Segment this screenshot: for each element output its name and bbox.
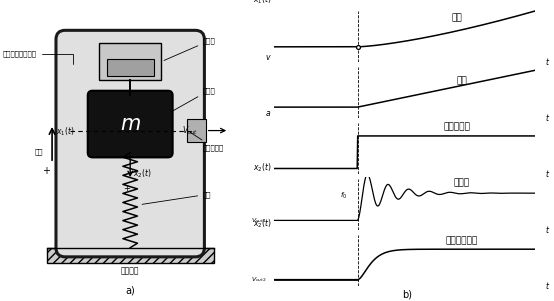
Text: $x_2(t)$: $x_2(t)$ — [253, 218, 271, 230]
Bar — [99, 43, 161, 80]
Text: 欠阻尼: 欠阻尼 — [454, 178, 470, 187]
FancyBboxPatch shape — [88, 91, 173, 157]
Text: 活动平台: 活动平台 — [121, 267, 140, 276]
Text: b): b) — [402, 290, 412, 300]
Text: $f_0$: $f_0$ — [340, 191, 347, 201]
Text: $t$: $t$ — [545, 56, 550, 67]
Text: $x_2(t)$: $x_2(t)$ — [133, 167, 151, 180]
Text: $x_1(t)$: $x_1(t)$ — [253, 0, 271, 6]
Text: a): a) — [125, 285, 135, 296]
Text: $V_{out2}$: $V_{out2}$ — [250, 275, 266, 284]
Text: $m$: $m$ — [120, 114, 141, 134]
Text: $t_{start}$: $t_{start}$ — [350, 66, 365, 75]
Text: 偏移: 偏移 — [451, 14, 462, 23]
Text: 边界临界阻尼: 边界临界阻尼 — [445, 236, 478, 245]
Text: 速度: 速度 — [456, 76, 467, 85]
Text: $x_1(t)$: $x_1(t)$ — [56, 126, 75, 138]
Text: $v$: $v$ — [265, 53, 271, 62]
FancyBboxPatch shape — [56, 30, 204, 257]
Text: 阻尼器: 阻尼器 — [164, 37, 216, 61]
Text: 位移传感器: 位移传感器 — [190, 132, 224, 151]
Text: $t$: $t$ — [545, 168, 550, 179]
Text: 弹簧: 弹簧 — [142, 191, 212, 204]
Text: 加速度传感器外壳: 加速度传感器外壳 — [3, 51, 73, 64]
Text: $t$: $t$ — [545, 281, 550, 291]
Bar — [107, 59, 153, 76]
Text: $t$: $t$ — [545, 112, 550, 123]
Bar — [187, 119, 206, 142]
Text: +: + — [42, 166, 49, 176]
Text: $V_{out}$: $V_{out}$ — [182, 124, 198, 137]
Text: $t$: $t$ — [545, 224, 550, 235]
Text: $V_{out1}$: $V_{out1}$ — [250, 216, 266, 225]
Text: $a$: $a$ — [265, 109, 271, 118]
Text: 质量块: 质量块 — [171, 87, 216, 112]
Bar — [47, 248, 213, 263]
Text: 真实加速度: 真实加速度 — [443, 123, 470, 132]
Text: 输入: 输入 — [35, 148, 43, 155]
Text: $x_2(t)$: $x_2(t)$ — [253, 162, 271, 174]
Text: +: + — [123, 184, 130, 193]
